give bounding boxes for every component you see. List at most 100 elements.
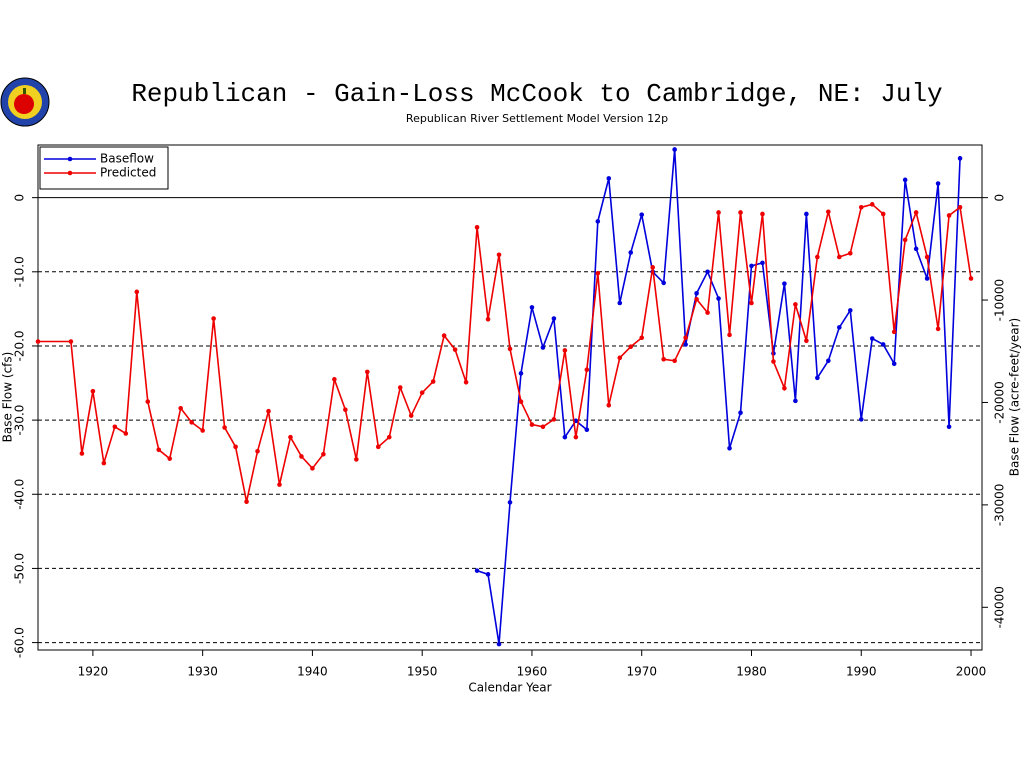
x-tick-label: 1980	[736, 665, 767, 679]
data-point	[847, 308, 853, 313]
data-point	[375, 444, 381, 450]
data-point	[485, 316, 491, 322]
data-point	[343, 407, 348, 413]
legend-label: Baseflow	[100, 152, 154, 166]
y-tick-label: -40.0	[13, 479, 27, 510]
data-point	[529, 305, 535, 310]
data-point	[397, 385, 403, 390]
data-point	[705, 310, 710, 315]
data-point	[738, 410, 743, 416]
data-point	[167, 456, 173, 461]
x-tick-label: 1920	[78, 665, 109, 679]
data-point	[782, 281, 787, 286]
data-point	[793, 302, 798, 307]
data-point	[452, 347, 458, 352]
data-point	[266, 408, 271, 414]
data-point	[35, 339, 41, 344]
data-point	[518, 399, 524, 404]
x-tick-label: 1990	[846, 665, 877, 679]
data-point	[880, 211, 886, 217]
data-point	[935, 326, 941, 332]
data-point	[573, 434, 579, 440]
data-point	[771, 359, 776, 364]
legend-box	[39, 146, 169, 190]
data-point	[222, 425, 227, 430]
data-point	[617, 300, 623, 306]
data-point	[902, 237, 908, 243]
data-point	[628, 344, 634, 350]
data-point	[584, 367, 590, 372]
data-point	[760, 260, 765, 266]
data-point	[595, 270, 601, 276]
data-point	[913, 246, 919, 252]
data-point	[156, 447, 162, 453]
data-point	[430, 379, 436, 384]
data-point	[255, 448, 260, 454]
data-point	[79, 451, 85, 456]
data-point	[804, 338, 809, 344]
x-tick-label: 1930	[187, 665, 218, 679]
data-point	[540, 424, 546, 430]
data-point	[672, 147, 677, 152]
data-point	[134, 289, 140, 295]
y-axis-label: Base Flow (cfs)	[1, 352, 15, 443]
data-point	[386, 434, 392, 440]
data-point	[200, 428, 205, 433]
data-point	[551, 417, 557, 422]
data-point	[891, 361, 897, 367]
y2-tick-label: -40000	[993, 586, 1007, 629]
data-point	[650, 265, 655, 270]
data-point	[628, 250, 634, 255]
data-point	[847, 250, 853, 256]
data-point	[112, 424, 118, 430]
data-point	[244, 499, 249, 504]
data-point	[727, 445, 732, 451]
data-point	[496, 641, 502, 647]
data-point	[815, 375, 820, 381]
data-point	[694, 291, 699, 296]
chart-title: Republican - Gain-Loss McCook to Cambrid…	[131, 79, 942, 109]
data-point	[946, 213, 952, 218]
data-point	[749, 263, 754, 269]
data-point	[760, 211, 765, 217]
data-point	[68, 339, 74, 344]
data-point	[606, 402, 612, 408]
y2-tick-label: -10000	[993, 279, 1007, 322]
data-point	[705, 269, 710, 275]
data-point	[946, 424, 952, 430]
y-tick-label: -20.0	[13, 330, 27, 361]
data-point	[858, 204, 864, 210]
x-tick-label: 1950	[407, 665, 438, 679]
data-point	[902, 177, 908, 183]
data-point	[178, 405, 183, 411]
data-point	[749, 300, 754, 306]
x-tick-label: 1940	[297, 665, 328, 679]
data-point	[189, 420, 194, 425]
x-axis-label: Calendar Year	[468, 681, 551, 695]
data-point	[606, 176, 612, 181]
y2-tick-label: -20000	[993, 381, 1007, 424]
data-point	[815, 254, 820, 260]
data-point	[288, 434, 293, 440]
data-point	[617, 355, 623, 361]
data-point	[474, 225, 480, 230]
data-point	[540, 345, 546, 350]
data-point	[562, 348, 568, 353]
data-point	[968, 276, 974, 281]
data-point	[332, 377, 337, 382]
data-point	[145, 399, 151, 404]
data-point	[804, 211, 809, 217]
data-point	[858, 417, 864, 422]
data-point	[924, 276, 930, 281]
data-point	[661, 357, 666, 362]
data-point	[869, 202, 875, 207]
data-point	[639, 212, 645, 218]
data-point	[518, 371, 524, 376]
data-point	[672, 358, 677, 364]
data-point	[354, 457, 359, 462]
data-point	[913, 210, 919, 215]
data-point	[837, 325, 842, 330]
data-point	[639, 335, 645, 341]
data-point	[299, 454, 304, 459]
